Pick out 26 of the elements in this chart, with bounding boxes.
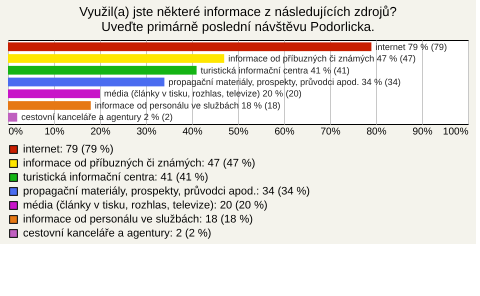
x-tick-label: 30% xyxy=(136,126,157,138)
legend-label: propagační materiály, prospekty, průvodci apod.: 34 (34 %) xyxy=(23,186,310,198)
x-tick-label: 10% xyxy=(44,126,65,138)
legend-label: cestovní kanceláře a agentury: 2 (2 %) xyxy=(23,228,212,240)
data-label: internet 79 % (79) xyxy=(375,42,447,52)
legend-label: informace od příbuzných či známých: 47 (47 %) xyxy=(23,158,256,170)
legend-label: média (články v tisku, rozhlas, televize): 20 (20 %) xyxy=(23,200,268,212)
data-label: propagační materiály, prospekty, průvodci apod. 34 % (34) xyxy=(168,77,401,87)
x-tick-label: 100% xyxy=(442,126,469,138)
x-tick-label: 0% xyxy=(8,126,24,138)
x-tick-label: 90% xyxy=(412,126,433,138)
data-label: cestovní kanceláře a agentury 2 % (2) xyxy=(21,112,173,122)
data-label: turistická informační centra 41 % (41) xyxy=(200,65,350,76)
x-tick-label: 20% xyxy=(90,126,111,138)
legend-label: internet: 79 (79 %) xyxy=(23,144,114,156)
x-tick-label: 60% xyxy=(274,126,295,138)
x-tick-label: 80% xyxy=(366,126,387,138)
data-label: informace od personálu ve službách 18 % (18) xyxy=(94,100,280,110)
legend-label: informace od personálu ve službách: 18 (18 %) xyxy=(23,214,253,226)
x-tick-label: 40% xyxy=(182,126,203,138)
data-label: média (články v tisku, rozhlas, televize) 20 % (20) xyxy=(104,88,302,99)
x-tick-label: 70% xyxy=(320,126,341,138)
chart-title: Využil(a) jste některé informace z následujících zdrojů? Uveďte primárně poslední návštěvu Podorlicka. xyxy=(79,4,397,34)
legend-label: turistická informační centra: 41 (41 %) xyxy=(23,172,208,184)
x-tick-label: 50% xyxy=(228,126,249,138)
data-label: informace od příbuzných či známých 47 % (47) xyxy=(228,54,416,64)
